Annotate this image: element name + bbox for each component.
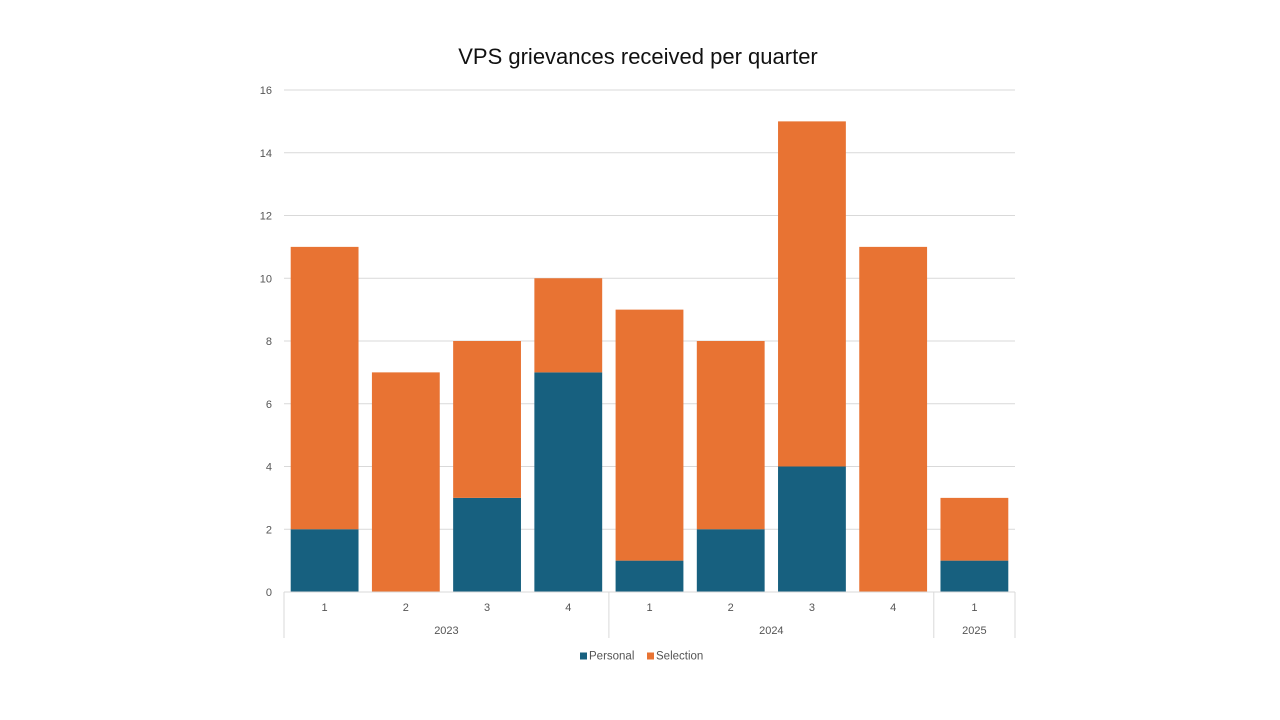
y-tick-label: 8 [266, 336, 272, 348]
y-tick-label: 10 [260, 273, 272, 285]
legend-swatch-personal [580, 652, 587, 660]
bar-selection-4 [534, 278, 603, 373]
x-tick-label: 4 [890, 602, 896, 614]
legend-label-selection: Selection [656, 651, 703, 663]
bar-personal-4 [534, 372, 603, 592]
x-group-label: 2025 [962, 625, 986, 637]
bar-personal-6 [696, 529, 765, 592]
x-tick-label: 1 [646, 602, 652, 614]
y-tick-label: 4 [266, 462, 272, 474]
y-tick-label: 0 [266, 587, 272, 599]
x-group-label: 2024 [759, 625, 783, 637]
x-axis: 1 2 3 4 1 2 3 4 1 2023 2024 2025 [283, 591, 1016, 638]
bar-selection-6 [696, 341, 765, 530]
x-tick-label: 1 [322, 602, 328, 614]
x-tick-label: 2 [403, 602, 409, 614]
y-tick-label: 16 [260, 85, 272, 97]
y-tick-label: 6 [266, 399, 272, 411]
bar-selection-8 [859, 246, 928, 592]
y-axis: 0 2 4 6 8 10 12 14 16 [260, 85, 272, 599]
bar-personal-1 [290, 529, 359, 592]
x-tick-label: 4 [565, 602, 571, 614]
bar-personal-5 [615, 560, 684, 592]
bar-selection-9 [940, 497, 1009, 561]
x-group-label: 2023 [434, 625, 458, 637]
x-tick-label: 3 [809, 602, 815, 614]
bar-personal-9 [940, 560, 1009, 592]
x-tick-label: 1 [971, 602, 977, 614]
bar-personal-3 [453, 497, 521, 592]
bars [290, 121, 1009, 592]
legend: Personal Selection [580, 651, 703, 663]
chart-title: VPS grievances received per quarter [458, 44, 818, 69]
y-tick-label: 2 [266, 524, 272, 536]
bar-selection-1 [290, 246, 359, 530]
y-tick-label: 12 [260, 211, 272, 223]
bar-personal-7 [778, 466, 846, 592]
bar-selection-3 [453, 341, 521, 498]
bar-selection-7 [778, 121, 846, 467]
legend-swatch-selection [647, 652, 654, 660]
x-tick-label: 3 [484, 602, 490, 614]
bar-selection-2 [371, 372, 440, 592]
legend-label-personal: Personal [589, 651, 634, 663]
y-tick-label: 14 [260, 148, 272, 160]
x-tick-label: 2 [728, 602, 734, 614]
bar-selection-5 [615, 309, 684, 561]
